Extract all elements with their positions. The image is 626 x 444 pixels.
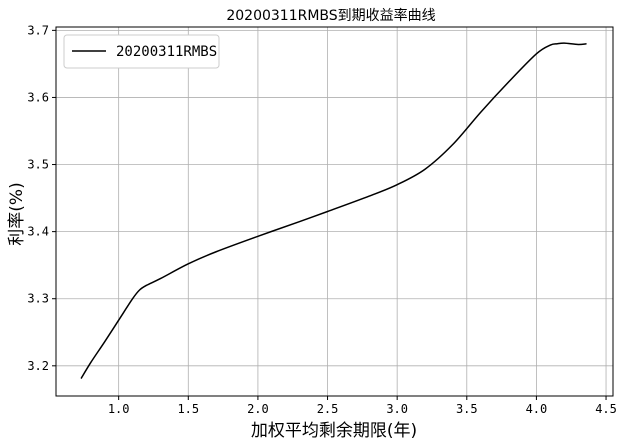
y-tick-label: 3.2	[27, 359, 49, 373]
series-line	[80, 42, 587, 379]
legend-box	[63, 34, 220, 69]
x-tick-label: 4.0	[526, 402, 548, 416]
legend-label: 20200311RMBS	[116, 44, 217, 60]
x-tick-label: 1.5	[177, 402, 199, 416]
y-axis-label: 利率(%)	[7, 182, 27, 245]
x-tick-label: 3.5	[456, 402, 478, 416]
x-axis-ticks: 1.0 1.5 2.0 2.5 3.0 3.5 4.0 4.5	[108, 396, 617, 416]
x-tick-label: 2.5	[317, 402, 339, 416]
y-tick-label: 3.4	[27, 225, 49, 239]
x-tick-label: 1.0	[108, 402, 130, 416]
y-axis-ticks: 3.2 3.3 3.4 3.5 3.6 3.7	[27, 23, 56, 373]
plot-frame	[55, 26, 614, 397]
x-tick-label: 4.5	[595, 402, 617, 416]
x-tick-label: 3.0	[386, 402, 408, 416]
y-tick-label: 3.6	[27, 90, 49, 104]
legend: 20200311RMBS	[63, 34, 220, 69]
grid-lines	[56, 27, 613, 396]
y-tick-label: 3.5	[27, 158, 49, 172]
y-tick-label: 3.7	[27, 23, 49, 37]
y-tick-label: 3.3	[27, 292, 49, 306]
x-axis-label: 加权平均剩余期限(年)	[251, 421, 417, 441]
chart-title: 20200311RMBS到期收益率曲线	[226, 7, 435, 24]
x-tick-label: 2.0	[247, 402, 269, 416]
series-group	[80, 42, 587, 379]
